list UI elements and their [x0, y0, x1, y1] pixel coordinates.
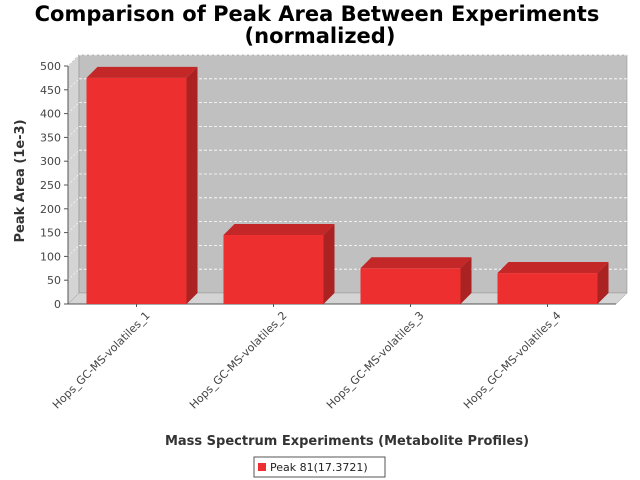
y-tick-label: 200: [40, 203, 61, 216]
y-tick-label: 0: [54, 298, 61, 311]
legend-swatch: [258, 463, 266, 471]
bar-side[interactable]: [186, 66, 198, 305]
x-category-label: Hops_GC-MS-volatiles_2: [187, 309, 290, 412]
gridline-wall: [67, 221, 80, 233]
gridline-wall: [67, 102, 80, 114]
bar[interactable]: [223, 223, 335, 304]
chart-title-line-1: Comparison of Peak Area Between Experime…: [35, 2, 600, 26]
bar-side[interactable]: [597, 262, 609, 304]
x-axis-categories: Hops_GC-MS-volatiles_1 Hops_GC-MS-volatil…: [50, 304, 564, 411]
legend-entry-label: Peak 81(17.3721): [270, 461, 368, 474]
bar[interactable]: [360, 257, 472, 304]
y-tick-label: 500: [40, 60, 61, 73]
bar-front[interactable]: [86, 77, 187, 305]
bar-top[interactable]: [86, 66, 198, 78]
x-category-label: Hops_GC-MS-volatiles_4: [461, 309, 564, 412]
y-axis-label: Peak Area (1e-3): [13, 119, 28, 242]
bar-front[interactable]: [360, 268, 461, 304]
y-tick-label: 50: [47, 274, 61, 287]
legend[interactable]: Peak 81(17.3721): [253, 456, 386, 478]
y-axis-ticks: 0 50 100 150 200 250 300 350 400 450 500: [40, 60, 68, 311]
y-tick-label: 350: [40, 131, 61, 144]
gridline-wall: [67, 245, 80, 257]
x-category-label: Hops_GC-MS-volatiles_3: [324, 309, 427, 412]
gridline-wall: [67, 268, 80, 281]
legend-box: [253, 456, 386, 478]
y-tick-label: 250: [40, 179, 61, 192]
bar-top[interactable]: [497, 262, 609, 274]
gridline-wall: [67, 173, 80, 186]
plot-area: [67, 54, 628, 305]
gridline-wall: [67, 78, 80, 91]
bar-side[interactable]: [460, 257, 472, 304]
bar[interactable]: [497, 262, 609, 304]
y-tick-label: 100: [40, 250, 61, 263]
bar-top[interactable]: [223, 223, 335, 235]
chart-title-line-2: (normalized): [245, 24, 396, 48]
gridline-wall: [67, 149, 80, 162]
bar-front[interactable]: [497, 273, 598, 304]
x-axis-label: Mass Spectrum Experiments (Metabolite Pr…: [165, 434, 529, 449]
x-category-label: Hops_GC-MS-volatiles_1: [50, 309, 153, 412]
y-tick-label: 150: [40, 227, 61, 240]
bar-side[interactable]: [323, 223, 335, 304]
chart-title: Comparison of Peak Area Between Experime…: [35, 2, 600, 48]
gridline-wall: [67, 197, 80, 210]
y-tick-label: 300: [40, 155, 61, 168]
bar[interactable]: [86, 66, 198, 305]
gridline-wall: [67, 126, 80, 138]
left-wall: [67, 54, 80, 305]
y-tick-label: 400: [40, 108, 61, 121]
y-tick-label: 450: [40, 84, 61, 97]
gridline-wall: [67, 54, 80, 67]
bar-front[interactable]: [223, 234, 324, 304]
bar-top[interactable]: [360, 257, 472, 269]
